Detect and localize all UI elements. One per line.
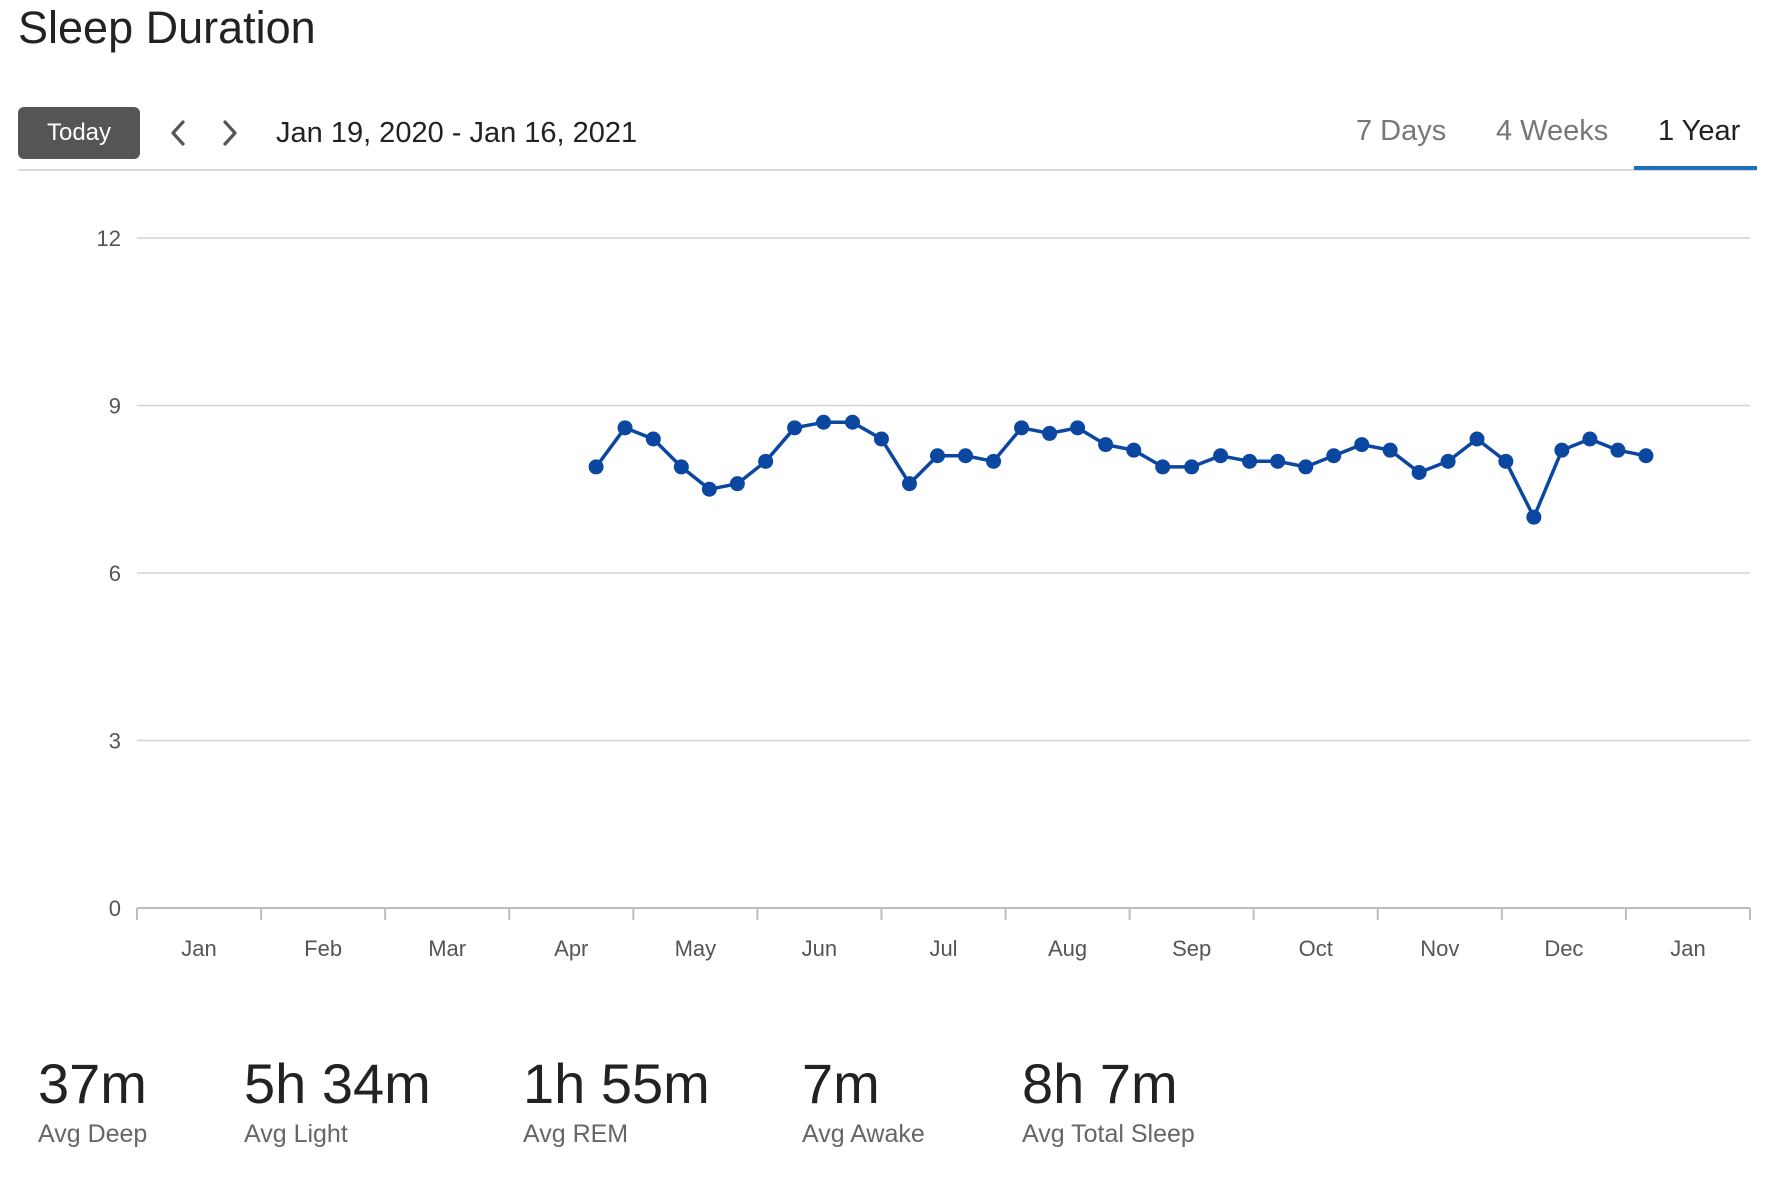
data-point [1354,437,1370,453]
stat-label: Avg Total Sleep [1022,1120,1195,1148]
tab-7-days[interactable]: 7 Days [1356,115,1447,147]
data-point [1213,448,1229,464]
today-button[interactable]: Today [18,107,140,159]
stat-value: 5h 34m [244,1052,431,1115]
x-tick-label: Dec [1544,936,1583,961]
data-point [1526,509,1542,525]
y-tick-label: 0 [109,896,121,921]
data-point [845,414,861,430]
data-point [701,481,717,497]
data-point [1270,453,1286,469]
active-tab-indicator [1634,166,1757,170]
data-point [901,476,917,492]
data-point [873,431,889,447]
data-point [929,448,945,464]
page-title: Sleep Duration [18,2,316,53]
data-point [645,431,661,447]
stat-value: 8h 7m [1022,1052,1178,1115]
data-point [1070,420,1086,436]
tab-4-weeks[interactable]: 4 Weeks [1496,115,1609,147]
data-point [787,420,803,436]
data-point [1155,459,1171,475]
stat-avg-deep: 37m Avg Deep [38,1056,147,1149]
data-point [1638,448,1654,464]
data-point [816,414,832,430]
stat-label: Avg Awake [802,1120,925,1148]
x-tick-label: Aug [1048,936,1087,961]
sleep-duration-chart: 0 3 6 9 12 Jan Feb Mar Apr May Jun Jul Aug Sep Oct Nov D… [97,226,1751,961]
x-tick-label: Oct [1299,936,1333,961]
data-point [1554,442,1570,458]
data-point [729,476,745,492]
stat-label: Avg Light [244,1120,348,1148]
x-tick-label: Mar [428,936,466,961]
stat-avg-rem: 1h 55m Avg REM [523,1056,710,1149]
x-tick-label: Feb [304,936,342,961]
data-point [1610,442,1626,458]
stat-value: 1h 55m [523,1052,710,1115]
data-point [1382,442,1398,458]
data-point [1014,420,1030,436]
stat-avg-awake: 7m Avg Awake [802,1056,925,1149]
data-point [1184,459,1200,475]
stat-value: 7m [802,1052,880,1115]
data-point [1469,431,1485,447]
data-point [588,459,604,475]
chevron-right-icon[interactable] [214,115,244,151]
data-point [1411,465,1427,480]
data-point [1242,453,1258,469]
stat-avg-total-sleep: 8h 7m Avg Total Sleep [1022,1056,1195,1149]
x-tick-label: May [675,936,717,961]
stat-label: Avg REM [523,1120,629,1148]
tab-1-year[interactable]: 1 Year [1658,115,1741,147]
x-tick-label: Apr [554,936,588,961]
data-point [1126,442,1142,458]
x-tick-label: Nov [1420,936,1459,961]
data-point [1298,459,1314,475]
data-point [1582,431,1598,447]
data-point [986,453,1002,469]
data-point [1042,425,1058,441]
x-tick-label: Jul [929,936,957,961]
date-toolbar: Today Jan 19, 2020 - Jan 16, 2021 7 Days… [18,107,1757,171]
data-point [1326,448,1342,464]
y-tick-label: 3 [109,729,121,754]
data-point [617,420,633,436]
stat-value: 37m [38,1052,147,1115]
stat-avg-light: 5h 34m Avg Light [244,1056,431,1149]
y-tick-label: 9 [109,394,121,419]
data-point [958,448,974,464]
stat-label: Avg Deep [38,1120,148,1148]
date-range-label: Jan 19, 2020 - Jan 16, 2021 [276,117,638,149]
y-tick-label: 6 [109,561,121,586]
data-point [1498,453,1514,469]
y-tick-label: 12 [97,226,121,251]
x-tick-label: Jan [181,936,216,961]
x-tick-label: Jan [1670,936,1705,961]
data-point [673,459,689,475]
series-line [594,420,1647,519]
chevron-left-icon[interactable] [164,115,194,151]
data-point [758,453,774,469]
data-point [1098,437,1114,453]
x-tick-label: Sep [1172,936,1211,961]
data-point [1440,453,1456,469]
x-tick-label: Jun [802,936,837,961]
